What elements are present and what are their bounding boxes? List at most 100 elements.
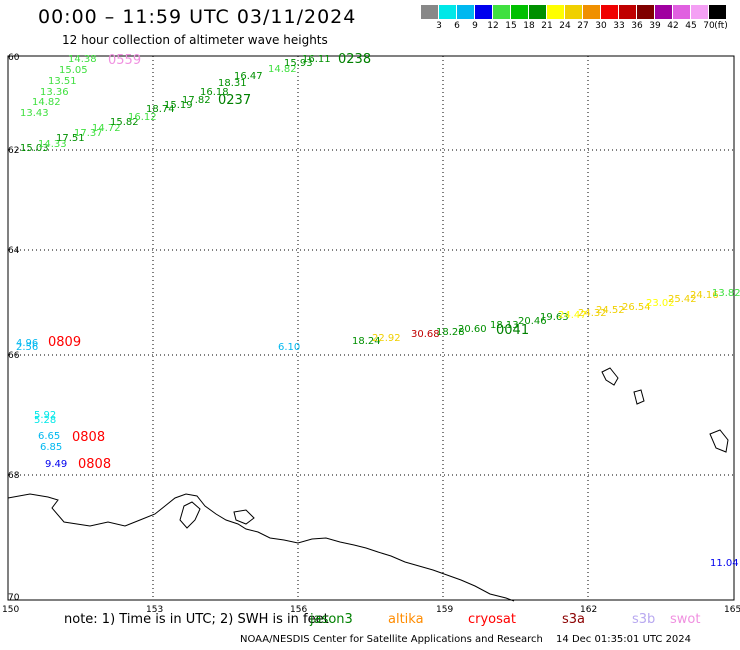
wave-height-label: 5.92	[34, 410, 56, 421]
colorbar-swatch	[709, 5, 726, 19]
pass-time-label: 0237	[218, 93, 251, 108]
map-title: 00:00 – 11:59 UTC 03/11/2024	[38, 6, 357, 28]
colorbar-label: 24	[559, 21, 571, 31]
satellite-legend-item: swot	[670, 612, 701, 627]
wave-height-label: 30.68	[411, 329, 440, 340]
colorbar-swatch	[565, 5, 582, 19]
footer-credit: NOAA/NESDIS Center for Satellite Applica…	[240, 634, 691, 645]
lon-label: 162	[580, 605, 597, 615]
wave-height-label: 6.10	[278, 342, 300, 353]
wave-height-label: 14.82	[268, 64, 297, 75]
wave-height-label: 2.56	[16, 342, 38, 353]
colorbar-swatch	[673, 5, 690, 19]
wave-height-label: 19.63	[540, 312, 569, 323]
wave-height-label: 18.31	[218, 78, 247, 89]
wave-height-label: 15.19	[164, 100, 193, 111]
pass-time-label: 0808	[78, 457, 111, 472]
lon-label: 150	[2, 605, 19, 615]
wave-height-label: 24.52	[596, 305, 625, 316]
lon-label: 159	[436, 605, 453, 615]
colorbar-label: 27	[577, 21, 589, 31]
colorbar-swatch	[691, 5, 708, 19]
colorbar-swatch	[619, 5, 636, 19]
pass-time-label: 0809	[48, 335, 81, 350]
wave-height-label: 17.51	[56, 133, 85, 144]
pass-time-label: 0041	[496, 323, 529, 338]
colorbar-label: 6	[454, 21, 460, 31]
coastline	[7, 367, 729, 602]
wave-height-label: 15.03	[20, 143, 49, 154]
wave-height-label: 15.05	[59, 65, 88, 76]
wave-height-label: 4.96	[16, 338, 38, 349]
colorbar-label: 12	[487, 21, 499, 31]
wave-height-labels: 14.3815.0513.5113.3614.8213.4315.0314.33…	[16, 54, 740, 569]
colorbar-label: 15	[505, 21, 517, 31]
lat-label: 60	[8, 53, 20, 63]
wave-height-label: 9.49	[45, 459, 67, 470]
colorbar-swatch	[457, 5, 474, 19]
timestamp-text: 14 Dec 01:35:01 UTC 2024	[556, 634, 692, 645]
wave-height-label: 15.93	[284, 58, 313, 69]
colorbar-label: 39	[649, 21, 661, 31]
wave-height-label: 6.65	[38, 431, 60, 442]
satellite-legend-item: cryosat	[468, 612, 516, 627]
colorbar-label: 70	[703, 21, 715, 31]
colorbar-swatch	[421, 5, 438, 19]
wave-height-label: 17.37	[74, 128, 103, 139]
wave-height-label: 26.54	[622, 302, 651, 313]
wave-height-label: 14.82	[32, 97, 61, 108]
colorbar-swatch	[637, 5, 654, 19]
colorbar-swatch	[475, 5, 492, 19]
lat-label: 64	[8, 246, 20, 256]
wave-height-label: 13.36	[40, 87, 69, 98]
colorbar-label: 21	[541, 21, 553, 31]
map-frame	[7, 55, 735, 601]
lat-label: 62	[8, 146, 19, 156]
colorbar-swatch	[529, 5, 546, 19]
wave-height-label: 15.82	[110, 117, 139, 128]
wave-height-label: 18.28	[436, 327, 465, 338]
lon-label: 153	[146, 605, 163, 615]
colorbar-label: 42	[667, 21, 679, 31]
wave-height-label: 11.04	[710, 558, 739, 569]
satellite-legend-item: altika	[388, 612, 424, 627]
wave-height-label: 14.72	[92, 123, 121, 134]
colorbar-swatch	[547, 5, 564, 19]
wave-height-label: 24.16	[690, 290, 719, 301]
colorbar-swatch	[493, 5, 510, 19]
credit-text: NOAA/NESDIS Center for Satellite Applica…	[240, 634, 543, 645]
colorbar-swatch	[583, 5, 600, 19]
colorbar-label: 30	[595, 21, 607, 31]
wave-height-label: 20.46	[518, 316, 547, 327]
wave-height-label: 18.74	[146, 104, 175, 115]
lat-label: 68	[8, 471, 20, 481]
wave-height-label: 14.38	[68, 54, 97, 65]
colorbar-unit: (ft)	[714, 21, 728, 31]
wave-height-label: 5.28	[34, 415, 56, 426]
wave-height-label: 13.51	[48, 76, 77, 87]
map-subtitle: 12 hour collection of altimeter wave hei…	[62, 33, 328, 47]
wave-height-label: 18.13	[490, 320, 519, 331]
wave-height-label: 18.24	[352, 336, 381, 347]
colorbar-swatch	[439, 5, 456, 19]
note-text: note: 1) Time is in UTC; 2) SWH is in fe…	[64, 612, 329, 627]
lon-label: 156	[290, 605, 307, 615]
wave-height-label: 22.92	[372, 333, 401, 344]
colorbar-label: 18	[523, 21, 535, 31]
wave-height-label: 16.47	[234, 71, 263, 82]
wave-height-label: 17.82	[182, 95, 211, 106]
lon-label: 165	[724, 605, 740, 615]
lat-label: 66	[8, 351, 20, 361]
colorbar-label: 9	[472, 21, 478, 31]
satellite-legend-item: jason3	[310, 612, 353, 627]
colorbar-label: 36	[631, 21, 643, 31]
wave-height-label: 14.33	[38, 139, 67, 150]
lat-label: 70	[8, 593, 20, 603]
wave-height-label: 20.60	[458, 324, 487, 335]
satellite-legend-item: s3a	[562, 612, 586, 627]
colorbar-label: 3	[436, 21, 442, 31]
pass-time-label: 0808	[72, 430, 105, 445]
colorbar-swatch	[511, 5, 528, 19]
wave-height-label: 25.42	[668, 294, 697, 305]
